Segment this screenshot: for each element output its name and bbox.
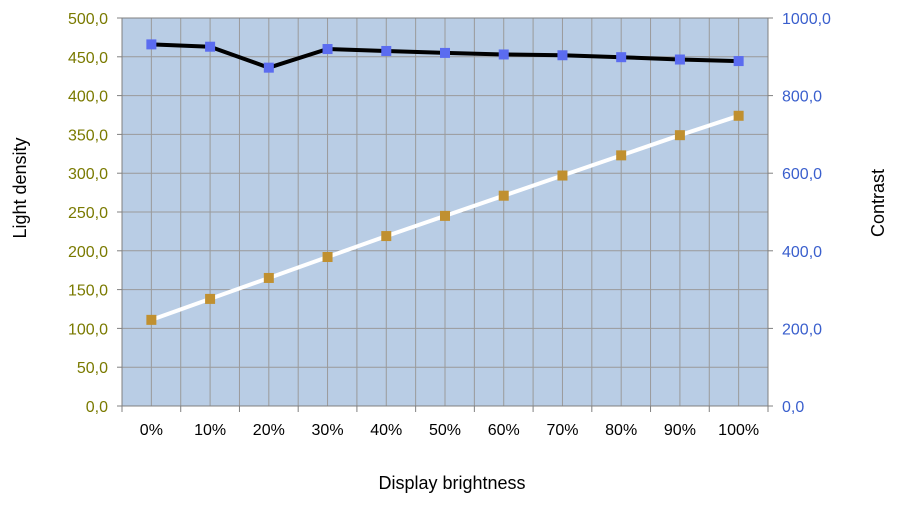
y-right-tick-label: 800,0	[782, 89, 822, 106]
y-right-tick-label: 200,0	[782, 321, 822, 338]
data-point-contrast	[263, 62, 274, 73]
data-point-contrast	[674, 54, 685, 65]
data-point-contrast	[205, 41, 216, 52]
data-point-contrast	[440, 47, 450, 58]
y-axis-right-title: Contrast	[868, 169, 888, 237]
data-point-light-density	[263, 272, 274, 283]
y-left-tick-label: 0,0	[86, 399, 108, 416]
data-point-light-density	[616, 150, 627, 161]
axes: 0,0 50,0 100,0 150,0 200,0 250,0 300,0 350,0 400…	[68, 11, 831, 439]
data-point-contrast	[146, 39, 157, 50]
data-point-contrast	[616, 52, 627, 63]
x-tick-label: 50%	[429, 422, 461, 439]
series	[146, 39, 744, 325]
y-left-tick-label: 450,0	[68, 50, 108, 67]
data-point-contrast	[498, 49, 509, 60]
y-left-tick-label: 100,0	[68, 321, 108, 338]
data-point-contrast	[557, 50, 568, 61]
y-left-tick-label: 250,0	[68, 205, 108, 222]
y-left-tick-label: 400,0	[68, 89, 108, 106]
x-tick-label: 30%	[312, 422, 344, 439]
plot-border	[121, 17, 769, 407]
y-left-tick-label: 350,0	[68, 127, 108, 144]
data-point-contrast	[322, 44, 333, 55]
y-left-tick-label: 50,0	[77, 360, 108, 377]
x-tick-label: 40%	[370, 422, 402, 439]
x-axis-title: Display brightness	[378, 473, 525, 493]
x-tick-label: 20%	[253, 422, 285, 439]
y-right-tick-label: 0,0	[782, 399, 804, 416]
data-point-light-density	[557, 170, 568, 181]
data-point-light-density	[322, 252, 333, 263]
y-left-tick-label: 200,0	[68, 244, 108, 261]
x-tick-label: 60%	[488, 422, 520, 439]
x-tick-label: 90%	[664, 422, 696, 439]
y-left-tick-label: 150,0	[68, 283, 108, 300]
x-tick-label: 80%	[605, 422, 637, 439]
x-tick-label: 100%	[718, 422, 759, 439]
y-axis-left-title: Light density	[10, 137, 30, 238]
data-point-light-density	[733, 110, 744, 121]
x-tick-label: 70%	[546, 422, 578, 439]
data-point-light-density	[674, 130, 685, 141]
data-point-light-density	[205, 293, 216, 304]
y-left-tick-label: 300,0	[68, 166, 108, 183]
data-point-light-density	[381, 231, 392, 242]
data-point-light-density	[440, 210, 450, 221]
y-right-tick-label: 600,0	[782, 166, 822, 183]
x-tick-label: 0%	[140, 422, 163, 439]
data-point-contrast	[733, 56, 744, 67]
y-right-tick-label: 400,0	[782, 244, 822, 261]
data-point-light-density	[146, 314, 157, 325]
y-left-tick-label: 500,0	[68, 11, 108, 28]
y-right-tick-label: 1000,0	[782, 11, 831, 28]
data-point-contrast	[381, 45, 392, 56]
x-tick-label: 10%	[194, 422, 226, 439]
data-point-light-density	[498, 190, 509, 201]
